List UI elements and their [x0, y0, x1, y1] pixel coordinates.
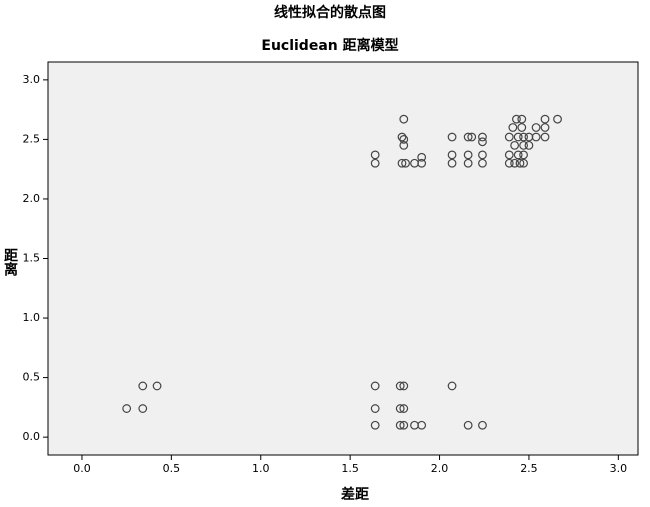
y-tick-label: 2.5: [23, 132, 41, 145]
point: [478, 158, 487, 168]
point: [519, 140, 528, 150]
point: [512, 114, 521, 124]
point: [138, 381, 148, 391]
point: [531, 132, 541, 142]
y-tick-label: 0.5: [23, 371, 41, 384]
point: [370, 158, 380, 168]
point: [417, 420, 427, 430]
point: [531, 123, 541, 132]
point: [447, 150, 457, 160]
x-tick-label: 3.0: [610, 462, 628, 475]
point: [519, 132, 528, 142]
x-tick-label: 2.0: [431, 462, 449, 475]
point: [122, 404, 132, 413]
point: [447, 132, 457, 142]
point: [399, 381, 409, 391]
point: [467, 132, 477, 142]
plot-area: [47, 61, 639, 456]
point: [540, 123, 550, 132]
chart-subtitle: Euclidean 距离模型: [261, 37, 398, 54]
point: [463, 158, 473, 168]
x-tick-label: 2.5: [520, 462, 538, 475]
y-tick-label: 1.5: [23, 252, 41, 265]
point: [397, 132, 407, 142]
point: [463, 420, 473, 430]
y-axis-title: 距离: [2, 248, 18, 277]
point: [370, 404, 380, 413]
point: [399, 135, 409, 144]
point: [395, 404, 405, 413]
x-tick-label: 1.5: [341, 462, 359, 475]
point: [515, 158, 525, 168]
point: [504, 150, 514, 160]
point: [447, 158, 457, 168]
point: [370, 420, 380, 430]
y-tick-label: 1.0: [23, 311, 41, 324]
chart-title: 线性拟合的散点图: [274, 4, 386, 21]
point: [370, 150, 380, 160]
point: [510, 140, 520, 150]
point: [478, 137, 487, 147]
point: [447, 381, 457, 391]
point: [417, 158, 427, 168]
point: [463, 132, 473, 142]
point: [399, 140, 409, 150]
point: [517, 123, 527, 132]
point: [513, 132, 523, 142]
point: [504, 158, 514, 168]
point: [553, 114, 562, 124]
point: [540, 132, 550, 142]
point: [152, 381, 162, 391]
point: [519, 158, 528, 168]
point: [513, 150, 523, 160]
point: [540, 114, 550, 124]
point: [504, 132, 514, 142]
point: [478, 420, 487, 430]
point: [524, 140, 534, 150]
point: [395, 420, 405, 430]
point: [508, 123, 518, 132]
point: [399, 420, 409, 430]
point: [417, 152, 427, 162]
x-tick-label: 1.0: [252, 462, 270, 475]
point: [478, 150, 487, 160]
y-tick-label: 2.0: [23, 192, 41, 205]
point: [463, 150, 473, 160]
point: [395, 381, 405, 391]
point: [510, 158, 520, 168]
point: [397, 158, 407, 168]
point: [517, 114, 527, 124]
x-tick-label: 0.5: [163, 462, 181, 475]
point: [138, 404, 148, 413]
x-axis-title: 差距: [341, 486, 369, 503]
point: [401, 158, 410, 168]
x-tick-label: 0.0: [73, 462, 91, 475]
point: [519, 150, 528, 160]
point: [370, 381, 380, 391]
point: [478, 132, 487, 142]
y-tick-label: 0.0: [23, 430, 41, 443]
point: [399, 404, 409, 413]
y-tick-label: 3.0: [23, 73, 41, 86]
point: [399, 114, 409, 124]
